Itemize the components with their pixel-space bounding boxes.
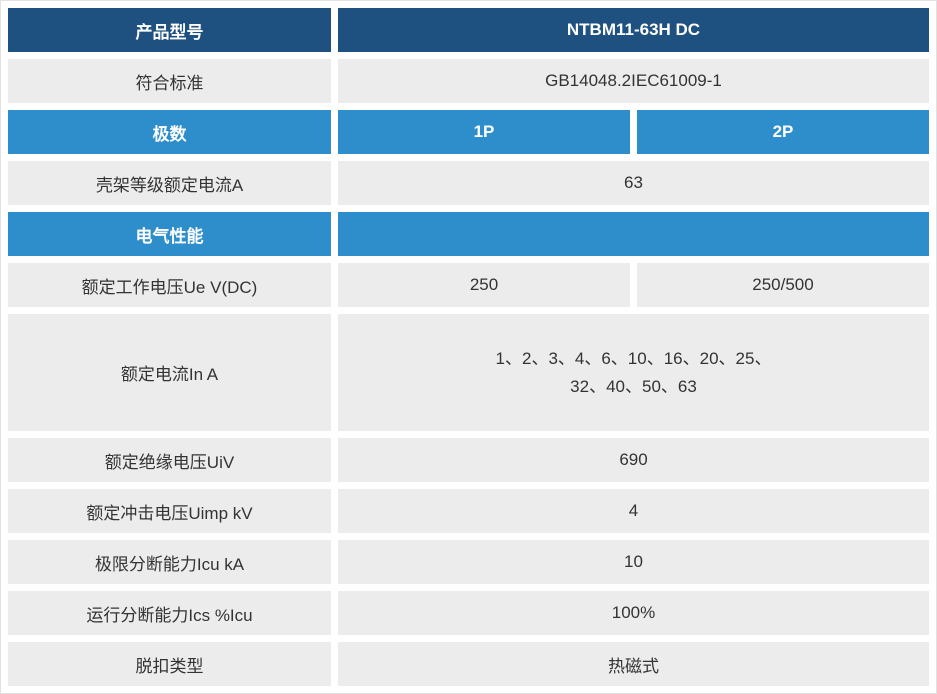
service-breaking-label: 运行分断能力Ics %Icu	[8, 591, 331, 635]
poles-value-2p: 2P	[637, 110, 929, 154]
service-breaking-value: 100%	[338, 591, 929, 635]
electrical-performance-spacer	[338, 212, 929, 256]
working-voltage-row: 额定工作电压Ue V(DC) 250 250/500	[8, 263, 929, 307]
electrical-performance-label: 电气性能	[8, 212, 331, 256]
product-model-label: 产品型号	[8, 8, 331, 52]
poles-value-1p: 1P	[338, 110, 630, 154]
service-breaking-row: 运行分断能力Ics %Icu 100%	[8, 591, 929, 635]
rated-current-value: 1、2、3、4、6、10、16、20、25、 32、40、50、63	[338, 314, 929, 431]
rated-current-label: 额定电流In A	[8, 314, 331, 431]
product-model-value: NTBM11-63H DC	[338, 8, 929, 52]
working-voltage-value-1p: 250	[338, 263, 630, 307]
rated-current-row: 额定电流In A 1、2、3、4、6、10、16、20、25、 32、40、50…	[8, 314, 929, 431]
working-voltage-label: 额定工作电压Ue V(DC)	[8, 263, 331, 307]
ultimate-breaking-label: 极限分断能力Icu kA	[8, 540, 331, 584]
frame-current-value: 63	[338, 161, 929, 205]
insulation-voltage-value: 690	[338, 438, 929, 482]
standard-label: 符合标准	[8, 59, 331, 103]
trip-type-label: 脱扣类型	[8, 642, 331, 686]
ultimate-breaking-value: 10	[338, 540, 929, 584]
standard-value: GB14048.2IEC61009-1	[338, 59, 929, 103]
impulse-voltage-label: 额定冲击电压Uimp kV	[8, 489, 331, 533]
frame-current-row: 壳架等级额定电流A 63	[8, 161, 929, 205]
rated-current-line-1: 1、2、3、4、6、10、16、20、25、	[495, 349, 772, 369]
insulation-voltage-label: 额定绝缘电压UiV	[8, 438, 331, 482]
standard-row: 符合标准 GB14048.2IEC61009-1	[8, 59, 929, 103]
product-model-row: 产品型号 NTBM11-63H DC	[8, 8, 929, 52]
trip-type-row: 脱扣类型 热磁式	[8, 642, 929, 686]
frame-current-label: 壳架等级额定电流A	[8, 161, 331, 205]
insulation-voltage-row: 额定绝缘电压UiV 690	[8, 438, 929, 482]
impulse-voltage-row: 额定冲击电压Uimp kV 4	[8, 489, 929, 533]
impulse-voltage-value: 4	[338, 489, 929, 533]
poles-row: 极数 1P 2P	[8, 110, 929, 154]
rated-current-line-2: 32、40、50、63	[570, 376, 697, 396]
poles-label: 极数	[8, 110, 331, 154]
electrical-performance-row: 电气性能	[8, 212, 929, 256]
working-voltage-value-2p: 250/500	[637, 263, 929, 307]
trip-type-value: 热磁式	[338, 642, 929, 686]
ultimate-breaking-row: 极限分断能力Icu kA 10	[8, 540, 929, 584]
